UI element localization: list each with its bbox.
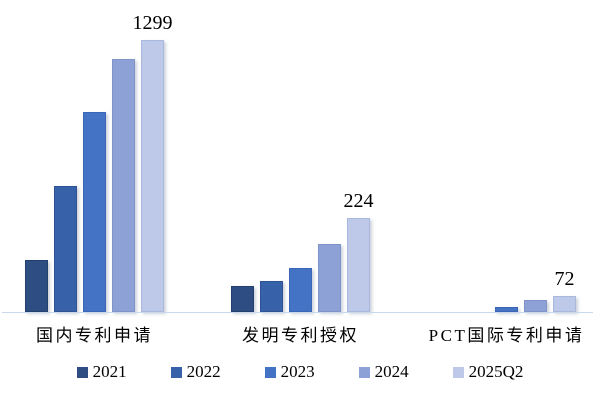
data-label-domestic-2025q2: 1299 bbox=[132, 12, 173, 34]
bar-2023-cat2 bbox=[495, 307, 518, 312]
bar-2025Q2-cat0 bbox=[141, 40, 164, 312]
legend-item-2022: 2022 bbox=[170, 362, 221, 381]
category-label-invention-grants: 发明专利授权 bbox=[242, 326, 359, 345]
bar-2022-cat0 bbox=[54, 186, 77, 312]
legend-swatch-2021 bbox=[76, 366, 88, 378]
category-label-pct-international: PCT国际专利申请 bbox=[428, 326, 585, 345]
legend-item-2025q2: 2025Q2 bbox=[452, 362, 524, 381]
bar-2021-cat0 bbox=[25, 260, 48, 312]
bar-2024-cat0 bbox=[112, 59, 135, 312]
legend-label-2022: 2022 bbox=[186, 362, 221, 381]
bar-2024-cat2 bbox=[524, 300, 547, 312]
legend-label-2024: 2024 bbox=[374, 362, 409, 381]
legend-swatch-2023 bbox=[264, 366, 276, 378]
legend-label-2025q2: 2025Q2 bbox=[468, 362, 524, 381]
bar-2023-cat1 bbox=[289, 268, 312, 312]
legend-swatch-2024 bbox=[358, 366, 370, 378]
legend-swatch-2022 bbox=[170, 366, 182, 378]
data-label-invention-2025q2: 224 bbox=[343, 190, 374, 212]
legend-item-2023: 2023 bbox=[264, 362, 315, 381]
bar-2024-cat1 bbox=[318, 244, 341, 312]
x-axis-line bbox=[2, 312, 593, 313]
category-label-domestic-applications: 国内专利申请 bbox=[36, 326, 153, 345]
data-label-pct-2025q2: 72 bbox=[554, 268, 575, 290]
legend-swatch-2025q2 bbox=[452, 366, 464, 378]
bar-2025Q2-cat2 bbox=[553, 296, 576, 312]
bar-2021-cat1 bbox=[231, 286, 254, 312]
bar-2023-cat0 bbox=[83, 112, 106, 312]
legend-label-2021: 2021 bbox=[92, 362, 127, 381]
legend-label-2023: 2023 bbox=[280, 362, 315, 381]
bar-2025Q2-cat1 bbox=[347, 218, 370, 312]
legend: 2021 2022 2023 2024 2025Q2 bbox=[0, 361, 600, 383]
legend-item-2024: 2024 bbox=[358, 362, 409, 381]
legend-item-2021: 2021 bbox=[76, 362, 127, 381]
bar-2022-cat1 bbox=[260, 281, 283, 312]
